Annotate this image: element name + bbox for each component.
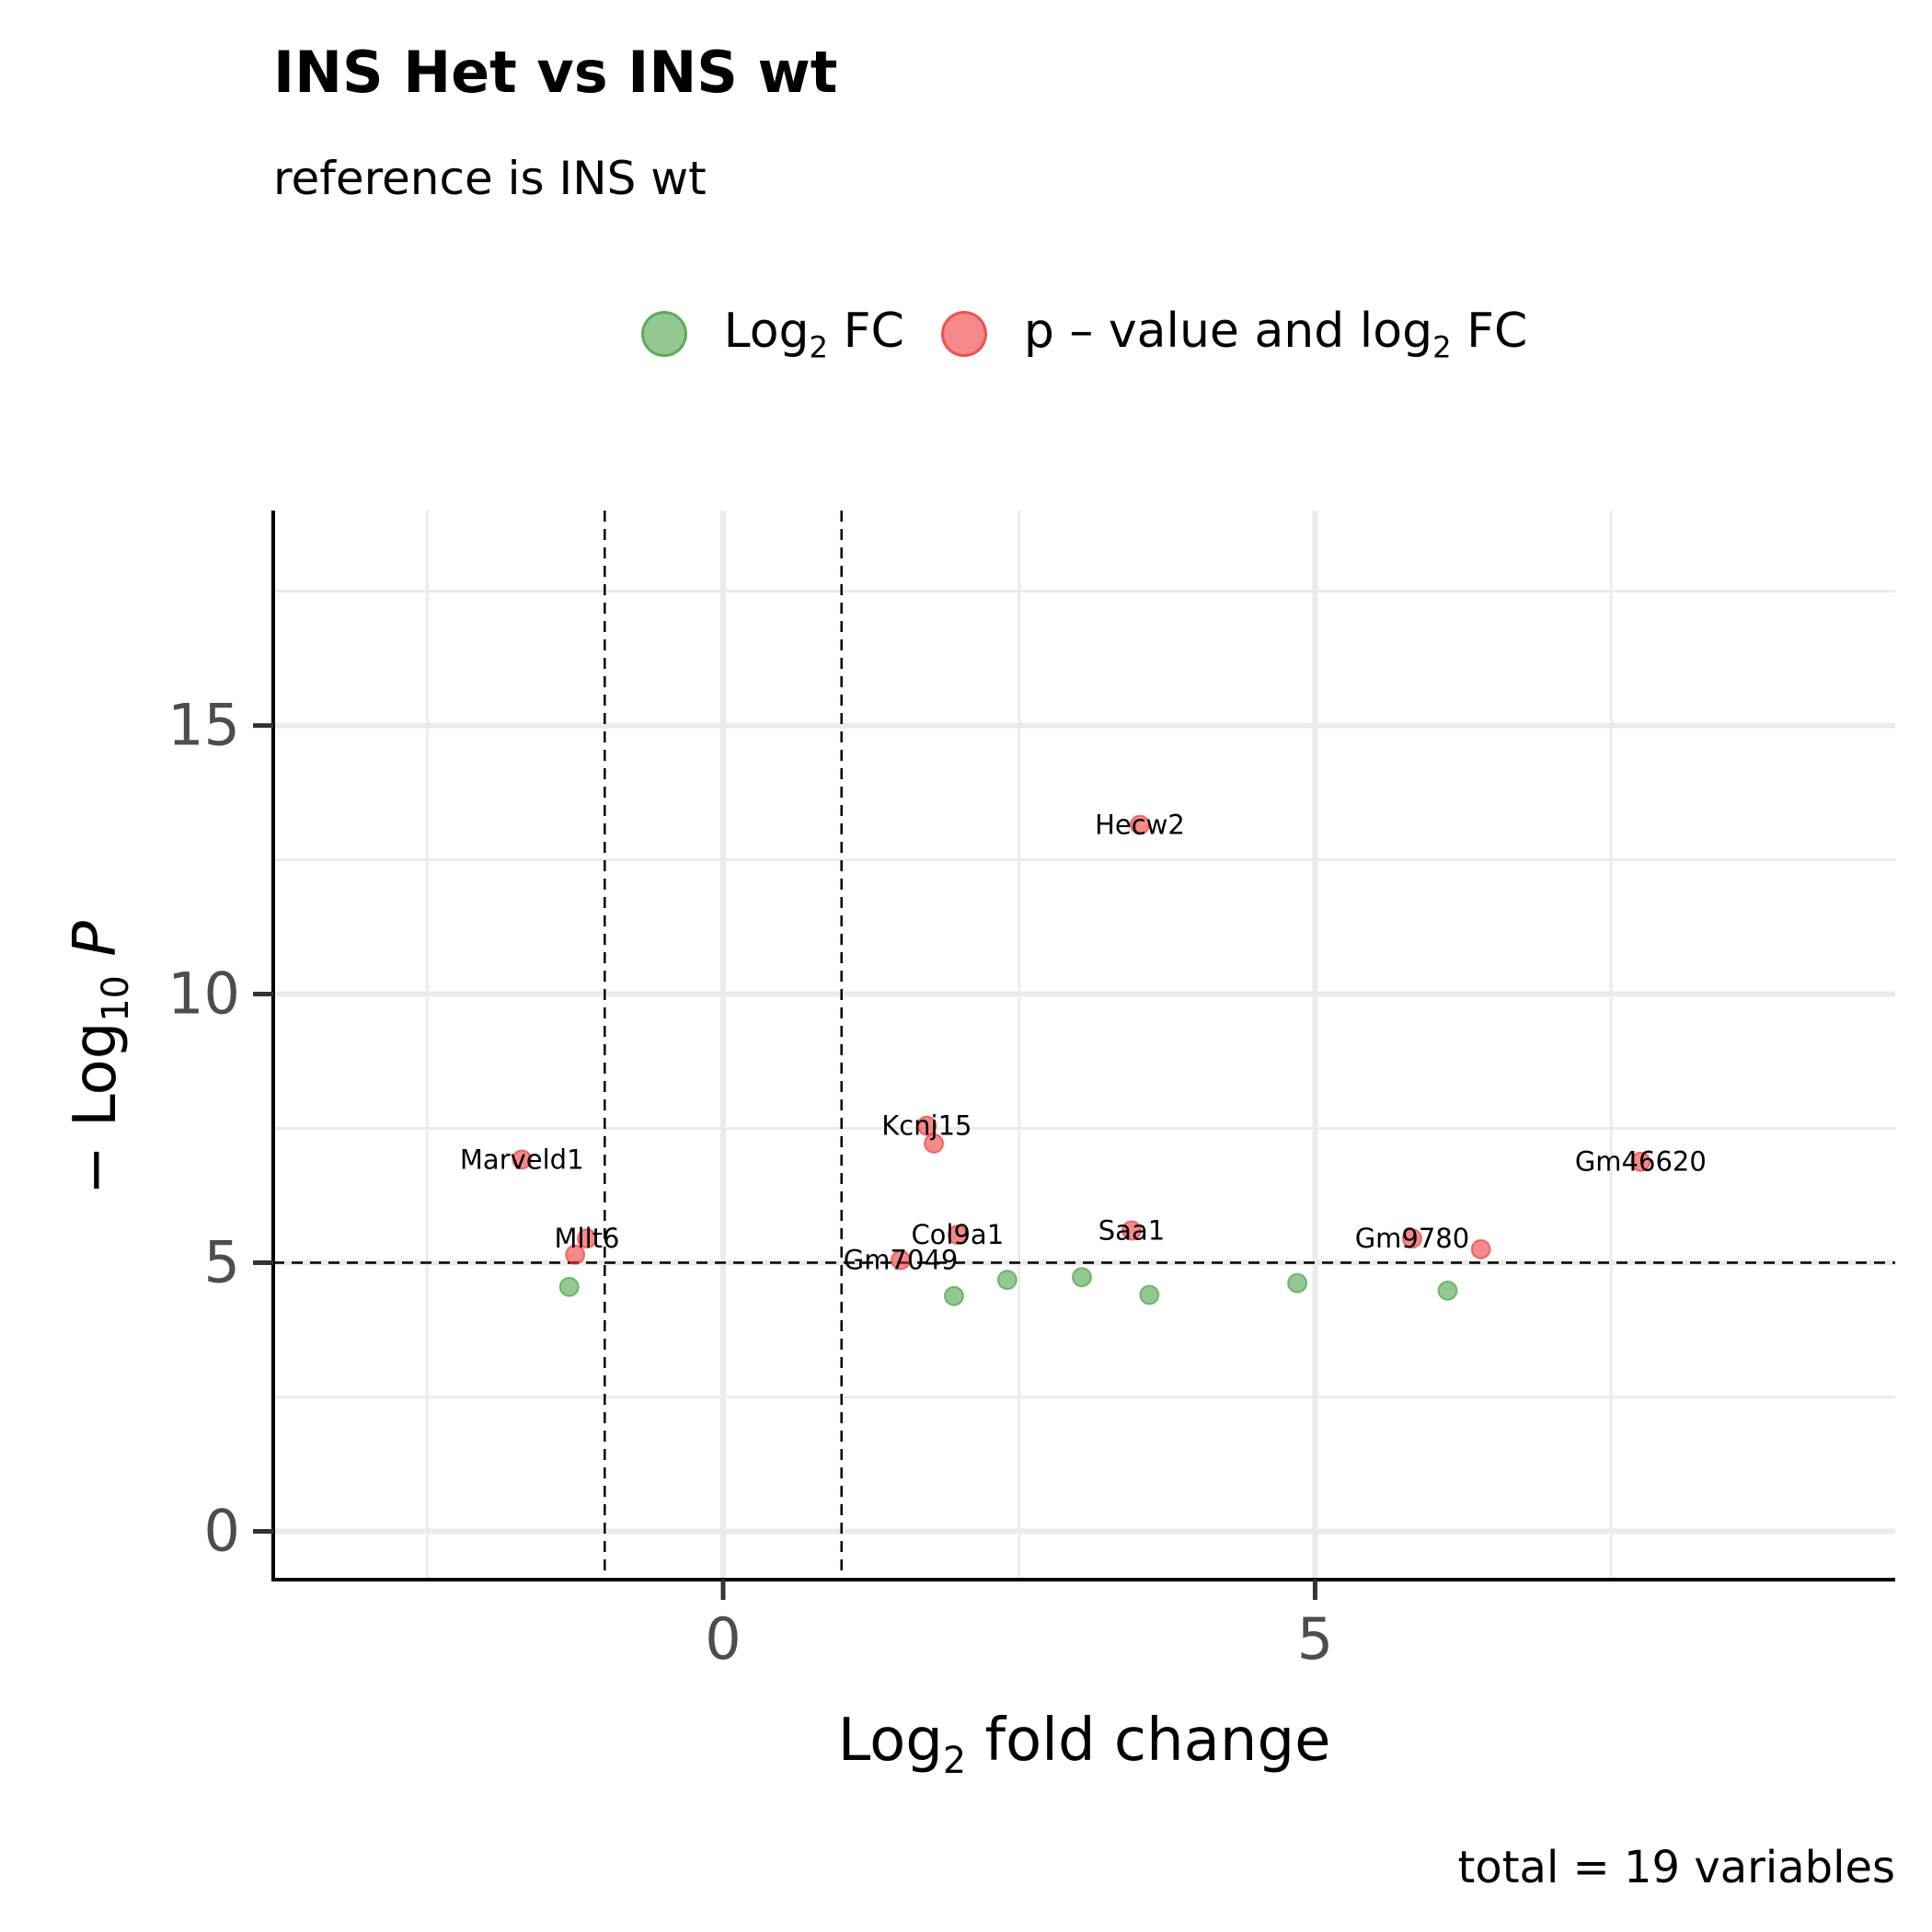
chart-title: INS Het vs INS wt [273,39,838,106]
point-log2fc [943,1285,964,1306]
point-log2fc [1437,1280,1458,1301]
point-label: Mllt6 [555,1223,620,1254]
y-tick-label: 5 [204,1228,240,1295]
point-label: Gm46620 [1575,1146,1707,1178]
y-tick-label: 0 [204,1497,240,1564]
y-tick-label: 15 [167,692,240,759]
legend-item-log2fc: Log2 FC [640,304,904,365]
point-pvalue-log2fc [1121,1220,1142,1241]
legend-item-pvalue-log2fc: p – value and log2 FC [940,304,1528,365]
point-pvalue-log2fc [891,1249,912,1271]
point-label: Col9a1 [911,1219,1004,1250]
point-label: Gm7049 [844,1245,959,1276]
point-pvalue-log2fc [577,1228,598,1249]
point-pvalue-log2fc [512,1149,533,1170]
point-pvalue-log2fc [565,1244,586,1265]
point-log2fc [558,1276,580,1297]
point-label: Marveld1 [460,1144,584,1175]
y-axis-label: − Log10 P [62,921,137,1195]
point-pvalue-log2fc [1129,814,1150,835]
y-tick-label: 10 [167,960,240,1028]
point-log2fc [996,1270,1018,1291]
legend-label-log2fc: Log2 FC [723,304,904,365]
point-pvalue-log2fc [1470,1238,1491,1259]
point-label: Saa1 [1098,1214,1165,1246]
legend-key-green-dot [640,311,687,358]
x-axis-label: Log2 fold change [837,1707,1331,1782]
point-log2fc [1139,1284,1160,1305]
chart-subtitle: reference is INS wt [273,152,707,205]
point-pvalue-log2fc [916,1115,937,1136]
point-label: Gm9780 [1355,1223,1470,1254]
point-pvalue-log2fc [947,1225,968,1246]
point-log2fc [1071,1267,1092,1288]
legend: Log2 FC p – value and log2 FC [0,304,1932,364]
point-pvalue-log2fc [1401,1228,1422,1249]
x-tick-label: 5 [1297,1605,1333,1673]
point-pvalue-log2fc [924,1133,945,1154]
point-label: Kcnj15 [881,1110,972,1142]
caption: total = 19 variables [1457,1842,1895,1893]
legend-key-red-dot [940,311,987,358]
legend-label-pvalue-log2fc: p – value and log2 FC [1023,304,1528,365]
point-pvalue-log2fc [1630,1151,1651,1172]
point-log2fc [1287,1272,1308,1294]
point-label: Hecw2 [1095,810,1185,841]
x-tick-label: 0 [705,1605,741,1673]
